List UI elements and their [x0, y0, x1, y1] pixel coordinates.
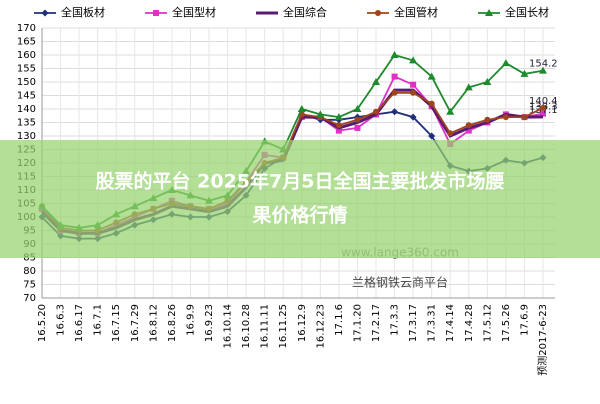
- x-tick-label: 17.6.9: [519, 304, 530, 336]
- x-tick-label: 17.3.17: [408, 304, 419, 342]
- x-tick-label: 16.6.17: [74, 304, 85, 342]
- point: [297, 105, 306, 112]
- x-tick-label: 16.8.26: [167, 304, 178, 342]
- point: [391, 73, 398, 80]
- x-tick-label: 16.6.3: [56, 304, 67, 336]
- point: [521, 114, 528, 121]
- point: [334, 113, 343, 121]
- y-tick-label: 150: [17, 77, 36, 88]
- x-tick-label: 16.9.23: [204, 304, 215, 342]
- banner-text: 果价格行情: [251, 204, 347, 227]
- point: [446, 107, 455, 115]
- point: [428, 100, 435, 107]
- y-tick-label: 130: [17, 131, 36, 142]
- point: [520, 69, 529, 77]
- legend-label: 全国板材: [61, 5, 105, 19]
- y-tick-label: 80: [23, 266, 36, 277]
- point: [410, 89, 417, 96]
- value-label: 154.2: [529, 59, 558, 70]
- point: [390, 51, 399, 58]
- point: [373, 108, 379, 115]
- point: [540, 104, 546, 111]
- legend-label: 全国综合: [283, 5, 327, 19]
- x-tick-label: 17.5.12: [482, 304, 493, 342]
- y-tick-label: 140: [17, 104, 36, 115]
- point: [391, 89, 398, 96]
- legend-label: 全国长材: [505, 5, 549, 19]
- x-tick-label: 16.7.15: [111, 304, 122, 342]
- x-tick-label: 16.9.9: [185, 304, 196, 336]
- x-tick-label: 17.1.20: [352, 304, 363, 342]
- x-tick-label: 16.10.28: [241, 304, 252, 349]
- point: [353, 105, 362, 112]
- point: [41, 9, 49, 17]
- point: [465, 122, 472, 129]
- x-tick-label: 16.11.11: [260, 304, 271, 349]
- value-label: 140.4: [529, 96, 558, 107]
- x-tick-label: 17.4.14: [445, 304, 456, 342]
- point: [409, 56, 418, 64]
- x-tick-label: 17.1.6: [334, 304, 345, 336]
- point: [484, 116, 491, 123]
- point: [153, 10, 159, 16]
- point: [391, 108, 399, 116]
- x-tick-label: 17.2.17: [371, 304, 382, 342]
- point: [465, 127, 472, 134]
- y-tick-label: 135: [17, 118, 36, 129]
- x-tick-label: 预测2017-6-23: [536, 304, 549, 376]
- banner: [0, 140, 600, 258]
- x-tick-label: 16.5.20: [37, 304, 48, 342]
- point: [335, 127, 342, 134]
- legend-label: 全国型材: [172, 5, 216, 19]
- y-tick-label: 145: [17, 91, 36, 102]
- x-tick-label: 16.12.9: [297, 304, 308, 342]
- x-tick-label: 16.12.23: [315, 304, 326, 349]
- x-tick-label: 17.5.26: [501, 304, 512, 342]
- point: [316, 110, 325, 118]
- y-tick-label: 75: [23, 280, 36, 291]
- x-tick-label: 16.8.12: [148, 304, 159, 342]
- watermark: 兰格钢铁云商平台: [352, 275, 448, 290]
- x-tick-label: 17.3.3: [390, 304, 401, 336]
- y-tick-label: 160: [17, 50, 36, 61]
- x-tick-label: 16.7.29: [130, 304, 141, 342]
- point: [354, 116, 361, 123]
- point: [539, 66, 547, 74]
- x-tick-label: 16.11.25: [278, 304, 289, 349]
- point: [464, 83, 473, 91]
- point: [502, 114, 509, 121]
- point: [483, 78, 492, 85]
- point: [428, 132, 436, 140]
- point: [372, 78, 380, 85]
- banner-text: 股票的平台 2025年7月5日全国主要批发市场腰: [96, 170, 505, 193]
- x-tick-label: 16.7.1: [93, 304, 104, 336]
- y-tick-label: 70: [23, 293, 36, 304]
- point: [447, 130, 454, 137]
- point: [409, 113, 417, 121]
- point: [485, 9, 493, 16]
- point: [501, 59, 510, 67]
- x-tick-label: 16.10.14: [223, 304, 234, 349]
- x-tick-label: 17.4.28: [464, 304, 475, 342]
- point: [354, 124, 361, 131]
- point: [335, 122, 342, 129]
- y-tick-label: 170: [17, 23, 36, 34]
- legend-label: 全国管材: [394, 5, 438, 19]
- x-tick-label: 17.3.31: [427, 304, 438, 342]
- point: [410, 81, 417, 88]
- point: [375, 10, 381, 16]
- y-tick-label: 165: [17, 37, 36, 48]
- point: [427, 72, 436, 80]
- point: [540, 110, 546, 117]
- y-tick-label: 155: [17, 64, 36, 75]
